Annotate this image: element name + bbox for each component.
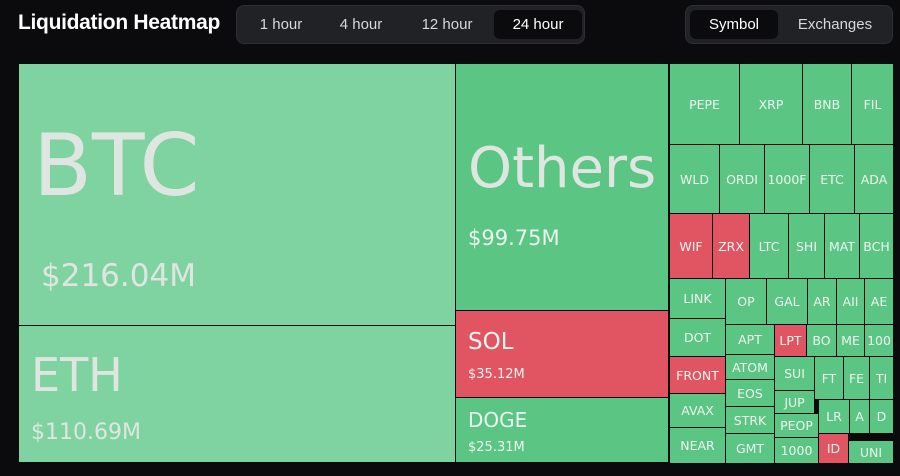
tile-label: ETH	[31, 348, 123, 402]
small-tile[interactable]: ZRX	[712, 213, 750, 279]
small-tile[interactable]: BNB	[802, 63, 852, 145]
small-tile[interactable]: ADA	[854, 144, 894, 214]
small-tile[interactable]: FT	[814, 356, 844, 400]
period-tab[interactable]: 4 hour	[339, 16, 383, 33]
tile[interactable]: SOL $35.12M	[455, 310, 669, 398]
tile-label: BTC	[33, 116, 200, 216]
small-tile[interactable]: AVAX	[669, 393, 726, 428]
small-tile[interactable]: PEOP	[774, 413, 819, 438]
small-tile[interactable]: WLD	[669, 144, 720, 214]
tile-value: $99.75M	[468, 226, 560, 250]
small-tile[interactable]: SHI	[788, 213, 825, 279]
small-tile[interactable]: ME	[836, 324, 865, 357]
period-tab[interactable]: 1 hour	[259, 16, 303, 33]
small-tile[interactable]: TI	[869, 356, 894, 400]
view-tab[interactable]: Symbol	[690, 10, 778, 39]
small-tile[interactable]: FE	[843, 356, 870, 400]
small-tile[interactable]: BO	[806, 324, 837, 357]
tile-value: $216.04M	[41, 258, 196, 294]
small-tile[interactable]: 100	[864, 324, 894, 357]
small-tile[interactable]: A	[849, 399, 870, 434]
small-tile[interactable]: OP	[725, 278, 767, 325]
view-tab[interactable]: Exchanges	[797, 16, 873, 33]
period-tabs: 1 hour 4 hour 12 hour 24 hour	[236, 5, 585, 44]
small-tile[interactable]: ATOM	[725, 354, 775, 380]
tile[interactable]: ETH $110.69M	[18, 325, 456, 463]
small-tile[interactable]: EOS	[725, 379, 775, 407]
small-tile[interactable]: FIL	[851, 63, 894, 145]
view-tabs: Symbol Exchanges	[685, 5, 893, 44]
treemap: BTC $216.04M ETH $110.69M Others $99.75M…	[18, 63, 894, 464]
small-tile[interactable]: ID	[818, 433, 849, 464]
small-tile[interactable]: LR	[818, 399, 850, 434]
period-tab[interactable]: 12 hour	[421, 16, 473, 33]
small-tile[interactable]: MAT	[824, 213, 860, 279]
tile-value: $25.31M	[468, 440, 525, 455]
tile[interactable]: Others $99.75M	[455, 63, 669, 311]
small-tile[interactable]: 1000	[774, 437, 819, 464]
small-tile[interactable]: WIF	[669, 213, 713, 279]
small-tile[interactable]: ORDI	[719, 144, 765, 214]
small-tile[interactable]: FRONT	[669, 356, 726, 394]
small-tile[interactable]: DOT	[669, 318, 726, 357]
small-tile[interactable]: 1000F	[764, 144, 810, 214]
small-tile[interactable]: AII	[836, 278, 865, 325]
tile-value: $35.12M	[468, 367, 525, 382]
small-tile[interactable]: AR	[807, 278, 837, 325]
tile-label: Others	[468, 136, 657, 201]
small-tile[interactable]: PEPE	[669, 63, 740, 145]
small-tile[interactable]: UNI	[848, 440, 894, 464]
small-tile[interactable]: AE	[864, 278, 894, 325]
small-tile[interactable]: SUI	[774, 356, 815, 391]
page-title: Liquidation Heatmap	[18, 11, 220, 34]
period-tab[interactable]: 24 hour	[494, 10, 582, 39]
small-tile[interactable]: LPT	[774, 324, 807, 357]
tile[interactable]: DOGE $25.31M	[455, 397, 669, 463]
small-tile[interactable]: APT	[725, 324, 775, 355]
tile-label: SOL	[468, 329, 514, 355]
tile-value: $110.69M	[31, 420, 141, 445]
small-tile[interactable]: ETC	[809, 144, 855, 214]
tile-label: DOGE	[468, 408, 528, 432]
small-tile[interactable]: NEAR	[669, 427, 726, 464]
small-tile[interactable]: BCH	[859, 213, 894, 279]
small-tile[interactable]: LTC	[749, 213, 789, 279]
tile[interactable]: BTC $216.04M	[18, 63, 456, 326]
small-tile[interactable]: JUP	[774, 390, 815, 414]
small-tile[interactable]: D	[869, 399, 894, 434]
small-tile[interactable]: STRK	[725, 406, 775, 434]
small-tile[interactable]: GAL	[766, 278, 808, 325]
small-tile[interactable]: GMT	[725, 433, 775, 464]
small-tile[interactable]: XRP	[739, 63, 803, 145]
small-tile[interactable]: LINK	[669, 278, 726, 319]
